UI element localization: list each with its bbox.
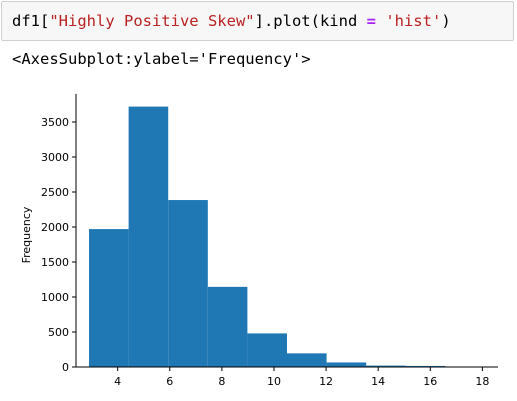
histogram-bar [168,200,208,367]
y-tick-label: 500 [48,326,69,339]
histogram-bar [405,365,446,367]
histogram-bar [207,286,248,367]
code-equals-operator: = [366,12,376,30]
y-axis-label: Frequency [20,206,33,263]
histogram-bar [89,229,129,367]
y-tick-label: 1500 [41,256,69,269]
x-tick-label: 14 [371,375,385,388]
code-cell[interactable]: df1["Highly Positive Skew"].plot(kind = … [1,1,514,41]
histogram-bar [326,362,367,367]
chart-axes [75,94,498,368]
y-tick-label: 3500 [41,116,69,129]
code-kind-string: 'hist' [385,12,442,30]
x-tick-label: 8 [218,375,225,388]
y-tick-label: 3000 [41,151,69,164]
output-repr: <AxesSubplot:ylabel='Frequency'> [12,50,311,68]
code-space [376,12,385,30]
code-column-string: "Highly Positive Skew" [49,12,255,30]
code-plot-call: ].plot(kind [254,12,367,30]
histogram-bars [89,106,485,367]
x-tick-label: 18 [475,375,489,388]
x-tick-label: 16 [423,375,437,388]
x-tick-label: 12 [319,375,333,388]
y-tick-label: 2500 [41,186,69,199]
y-tick-label: 0 [62,361,69,374]
x-tick-label: 6 [166,375,173,388]
code-close-paren: ) [441,12,451,30]
histogram-bar [366,365,406,367]
y-tick-label: 1000 [41,291,69,304]
histogram-chart: 4 6 8 10 12 14 16 18 0 500 1000 1500 2000 2500 3000 350… [20,94,498,388]
histogram-bar [128,106,169,367]
x-tick-label: 10 [267,375,281,388]
y-tick-label: 2000 [41,221,69,234]
histogram-bar [247,333,287,367]
histogram-bar [287,353,327,367]
x-tick-label: 4 [114,375,121,388]
code-df-index: df1[ [12,12,50,30]
chart-ticks: 4 6 8 10 12 14 16 18 0 500 1000 1500 2000 2500 3000 350… [41,116,489,388]
